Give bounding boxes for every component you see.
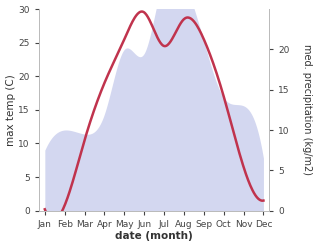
Y-axis label: med. precipitation (kg/m2): med. precipitation (kg/m2) — [302, 44, 313, 175]
X-axis label: date (month): date (month) — [115, 231, 193, 242]
Y-axis label: max temp (C): max temp (C) — [5, 74, 16, 146]
